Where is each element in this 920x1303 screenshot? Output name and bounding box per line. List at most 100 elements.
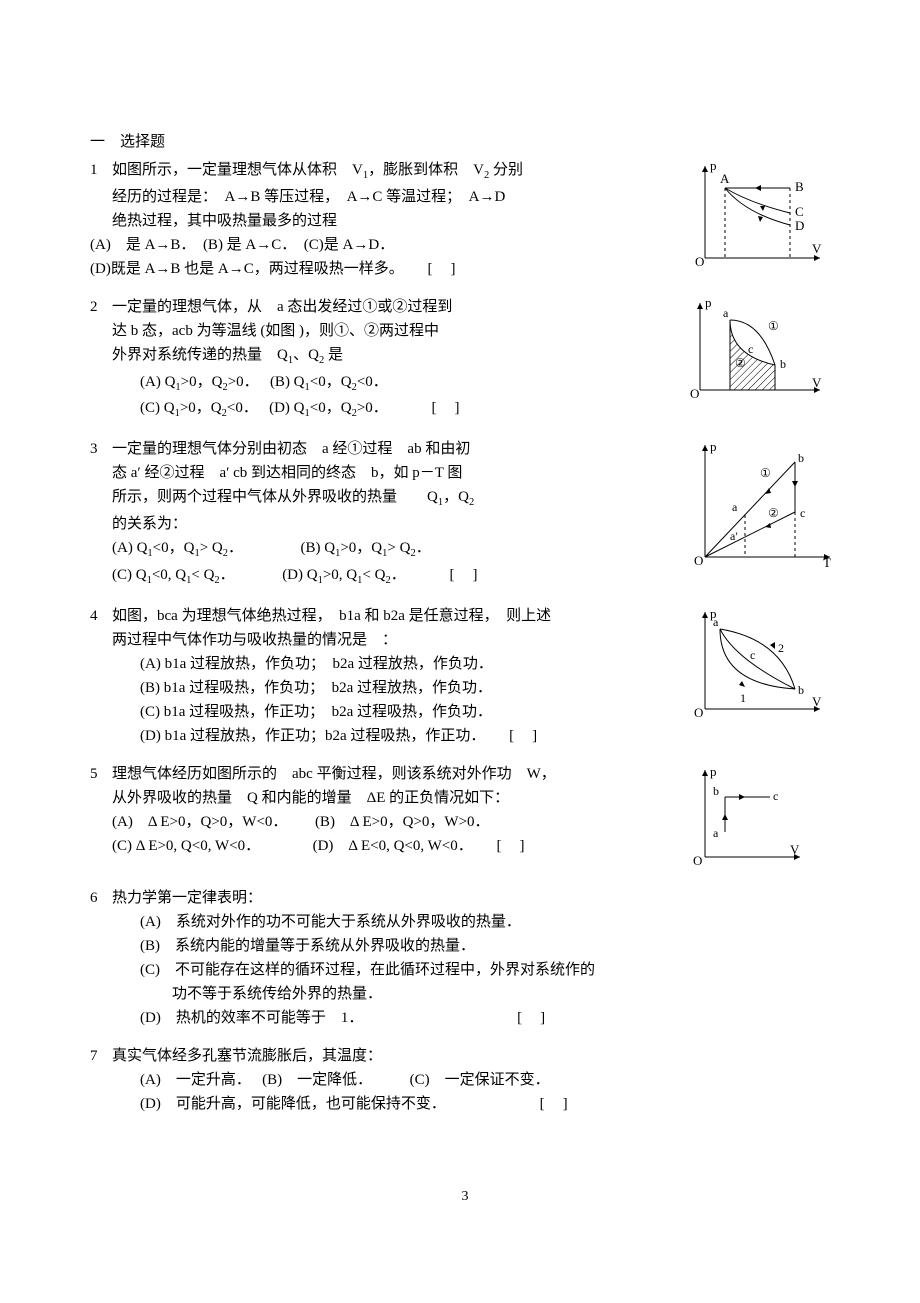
q1-line2: 经历的过程是： A→B 等压过程， A→C 等温过程； A→D — [112, 185, 672, 209]
svg-text:V: V — [812, 694, 822, 709]
q2-line3: 外界对系统传递的热量 Q1、Q2 是 — [112, 343, 672, 370]
q5-optsAB: (A) Δ E>0，Q>0，W<0． (B) Δ E>0，Q>0，W>0． — [112, 810, 672, 834]
svg-text:B: B — [795, 179, 804, 194]
answer-bracket: [] — [432, 396, 478, 420]
q2-figure: p V a b c ① ② O — [672, 295, 840, 405]
question-6: 6 热力学第一定律表明： (A) 系统对外作的功不可能大于系统从外界吸收的热量．… — [90, 886, 840, 1030]
q1-figure: p V A B C D O — [672, 158, 840, 273]
question-7: 7 真实气体经多孔塞节流膨胀后，其温度： (A) 一定升高． (B) 一定降低．… — [90, 1044, 840, 1116]
svg-text:c: c — [750, 648, 755, 662]
q6-optB: (B) 系统内能的增量等于系统从外界吸收的热量． — [112, 934, 840, 958]
q4-line2: 两过程中气体作功与吸收热量的情况是 ： — [112, 628, 672, 652]
svg-text:②: ② — [768, 506, 779, 520]
svg-text:c: c — [748, 342, 753, 356]
svg-text:①: ① — [768, 319, 779, 333]
answer-bracket: [] — [540, 1092, 586, 1116]
svg-text:a: a — [713, 615, 719, 629]
q5-line1: 理想气体经历如图所示的 abc 平衡过程，则该系统对外作功 W， — [112, 762, 672, 786]
svg-text:A: A — [720, 171, 730, 186]
q1-optD: (D)既是 A→B 也是 A→C，两过程吸热一样多。 [] — [90, 257, 672, 281]
q6-optC1: (C) 不可能存在这样的循环过程，在此循环过程中，外界对系统作的 — [112, 958, 840, 982]
page-number: 3 — [90, 1186, 840, 1208]
svg-text:O: O — [695, 254, 704, 269]
q3-line1: 一定量的理想气体分别由初态 a 经①过程 ab 和由初 — [112, 437, 672, 461]
svg-text:p: p — [710, 158, 717, 173]
answer-bracket: [] — [509, 724, 555, 748]
q3-figure: p T a a′ b c ① ② O — [672, 437, 840, 572]
question-5: 5 理想气体经历如图所示的 abc 平衡过程，则该系统对外作功 W， 从外界吸收… — [90, 762, 840, 872]
svg-text:T: T — [823, 555, 831, 570]
svg-text:①: ① — [760, 466, 771, 480]
q1-line3: 绝热过程，其中吸热量最多的过程 — [112, 209, 672, 233]
svg-text:V: V — [790, 842, 800, 857]
question-1: 1 如图所示，一定量理想气体从体积 V1，膨胀到体积 V2 分别 经历的过程是：… — [90, 158, 840, 281]
answer-bracket: [] — [428, 257, 474, 281]
svg-text:1: 1 — [740, 691, 746, 705]
q1-number: 1 — [90, 158, 112, 182]
q4-optB: (B) b1a 过程吸热，作负功； b2a 过程放热，作负功． — [112, 676, 672, 700]
svg-text:b: b — [798, 683, 804, 697]
svg-text:c: c — [773, 789, 778, 803]
svg-text:D: D — [795, 218, 804, 233]
q4-optC: (C) b1a 过程吸热，作正功； b2a 过程吸热，作负功． — [112, 700, 672, 724]
svg-text:a′: a′ — [730, 529, 738, 543]
svg-text:V: V — [812, 375, 822, 390]
q7-number: 7 — [90, 1044, 112, 1068]
question-2: 2 一定量的理想气体，从 a 态出发经过①或②过程到 达 b 态，acb 为等温… — [90, 295, 840, 423]
svg-text:b: b — [780, 357, 786, 371]
q3-optsCD: (C) Q1<0, Q1< Q2． (D) Q1>0, Q1< Q2． [] — [112, 563, 672, 590]
svg-text:O: O — [694, 705, 703, 720]
svg-text:a: a — [713, 826, 719, 840]
q7-line1: 真实气体经多孔塞节流膨胀后，其温度： — [112, 1044, 840, 1068]
q4-number: 4 — [90, 604, 112, 628]
svg-text:2: 2 — [778, 641, 784, 655]
q3-optsAB: (A) Q1<0，Q1> Q2． (B) Q1>0，Q1> Q2． — [112, 536, 672, 563]
q2-line2: 达 b 态，acb 为等温线 (如图 )，则①、②两过程中 — [112, 319, 672, 343]
q3-line4: 的关系为： — [112, 512, 672, 536]
svg-text:O: O — [690, 386, 699, 401]
question-4: 4 如图，bca 为理想气体绝热过程， b1a 和 b2a 是任意过程， 则上述… — [90, 604, 840, 748]
q3-line3: 所示，则两个过程中气体从外界吸收的热量 Q1，Q2 — [112, 485, 672, 512]
q4-line1: 如图，bca 为理想气体绝热过程， b1a 和 b2a 是任意过程， 则上述 — [112, 604, 672, 628]
q2-number: 2 — [90, 295, 112, 319]
q2-optsAB: (A) Q1>0，Q2>0． (B) Q1<0，Q2<0． — [112, 370, 672, 397]
q3-number: 3 — [90, 437, 112, 461]
q1-optsABC: (A) 是 A→B． (B) 是 A→C． (C)是 A→D． — [90, 233, 672, 257]
q6-line1: 热力学第一定律表明： — [112, 886, 840, 910]
svg-text:O: O — [694, 553, 703, 568]
q2-line1: 一定量的理想气体，从 a 态出发经过①或②过程到 — [112, 295, 672, 319]
svg-text:b: b — [713, 784, 719, 798]
q2-optsCD: (C) Q1>0，Q2<0． (D) Q1<0，Q2>0． [] — [112, 396, 672, 423]
q7-optD: (D) 可能升高，可能降低，也可能保持不变． [] — [112, 1092, 840, 1116]
section-title: 一 选择题 — [90, 130, 840, 154]
q4-optA: (A) b1a 过程放热，作负功； b2a 过程放热，作负功． — [112, 652, 672, 676]
q4-optD: (D) b1a 过程放热，作正功；b2a 过程吸热，作正功． [] — [112, 724, 672, 748]
svg-text:O: O — [693, 853, 702, 868]
svg-text:c: c — [800, 506, 805, 520]
q5-line2: 从外界吸收的热量 Q 和内能的增量 ΔE 的正负情况如下： — [112, 786, 672, 810]
svg-text:a: a — [723, 306, 729, 320]
q5-figure: p V a b c O — [672, 762, 840, 872]
svg-text:a: a — [732, 500, 738, 514]
q5-number: 5 — [90, 762, 112, 786]
q4-figure: p V a b c 1 2 O — [672, 604, 840, 724]
svg-text:p: p — [710, 439, 717, 454]
q6-optC2: 功不等于系统传给外界的热量． — [112, 982, 840, 1006]
question-3: 3 一定量的理想气体分别由初态 a 经①过程 ab 和由初 态 a′ 经②过程 … — [90, 437, 840, 589]
q1-line1: 如图所示，一定量理想气体从体积 V1，膨胀到体积 V2 分别 — [112, 158, 672, 185]
q7-optsABC: (A) 一定升高． (B) 一定降低． (C) 一定保证不变． — [112, 1068, 840, 1092]
q5-optsCD: (C) Δ E>0, Q<0, W<0． (D) Δ E<0, Q<0, W<0… — [112, 834, 672, 858]
svg-text:V: V — [812, 241, 822, 256]
answer-bracket: [] — [517, 1006, 563, 1030]
answer-bracket: [] — [449, 563, 495, 587]
q6-optA: (A) 系统对外作的功不可能大于系统从外界吸收的热量． — [112, 910, 840, 934]
svg-text:②: ② — [735, 356, 746, 370]
answer-bracket: [] — [496, 834, 542, 858]
q3-line2: 态 a′ 经②过程 a′ cb 到达相同的终态 b，如 p－T 图 — [112, 461, 672, 485]
svg-text:p: p — [705, 295, 712, 310]
q6-optD: (D) 热机的效率不可能等于 1． [] — [112, 1006, 840, 1030]
q6-number: 6 — [90, 886, 112, 910]
svg-text:p: p — [710, 764, 717, 779]
svg-text:C: C — [795, 204, 804, 219]
svg-text:b: b — [798, 451, 804, 465]
